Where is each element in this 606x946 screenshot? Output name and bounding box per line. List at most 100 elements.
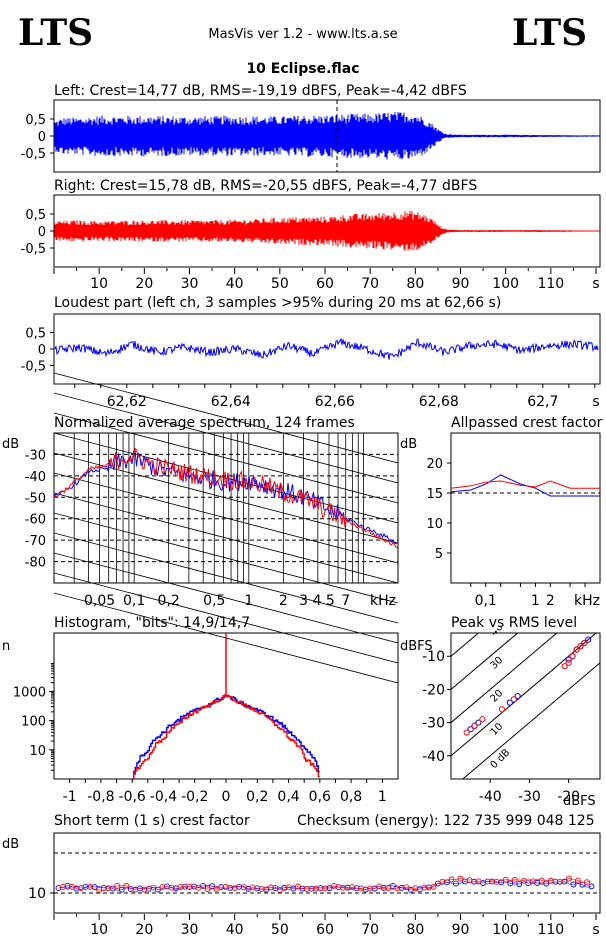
crest-point-1	[403, 884, 410, 891]
histogram-xtick-label: 0,8	[340, 789, 362, 805]
allpassed-xunit: kHz	[574, 593, 600, 609]
right-waveform-ytick-label: 0	[38, 225, 46, 240]
spectrum-xtick-label: 2	[279, 593, 288, 609]
spectrum-slope-line	[53, 512, 399, 604]
allpassed-ytick-label: 10	[426, 517, 443, 532]
crest-point-1	[484, 878, 491, 885]
time-axis-bottom-tick-label: 10	[90, 922, 108, 938]
histogram-xtick-label: -0,4	[150, 789, 177, 805]
crest-point-1	[538, 877, 545, 884]
histogram-series-0	[132, 694, 320, 780]
file-title: 10 Eclipse.flac	[246, 61, 359, 77]
spectrum-xunit: kHz	[370, 593, 396, 609]
crest-point-0	[570, 881, 577, 888]
crest-point-1	[114, 883, 121, 889]
spectrum-ytick-label: -40	[25, 470, 46, 485]
loudest-xtick-label: 62,62	[107, 394, 147, 410]
allpassed-ytick-label: 15	[426, 487, 443, 502]
peak-point-0	[565, 656, 572, 663]
peak-ytick-label: -20	[422, 682, 445, 698]
loudest-xtick-label: 62,66	[315, 394, 355, 410]
histogram-xtick-label: -0,6	[119, 789, 146, 805]
crest-point-1	[394, 885, 401, 892]
logo-left: LTS	[18, 12, 93, 54]
crest-point-1	[195, 884, 202, 891]
allpassed-crest-title: Allpassed crest factor	[451, 415, 603, 431]
time-axis-top-tick-label: 90	[452, 276, 470, 292]
time-axis-top-tick-label: 110	[537, 276, 564, 292]
crest-point-1	[358, 885, 365, 892]
crest-point-1	[105, 885, 112, 892]
peak-point-1	[479, 716, 486, 723]
crest-point-1	[123, 882, 130, 889]
loudest-part-signal	[54, 337, 599, 360]
crest-point-0	[344, 884, 351, 891]
histogram-xtick-label: -0,8	[87, 789, 114, 805]
peak-crest-diagonal	[461, 662, 600, 779]
peak-vs-rms-frame	[450, 632, 601, 780]
time-axis-top-tick-label: 100	[492, 276, 519, 292]
crest-point-1	[520, 877, 527, 884]
crest-point-0	[588, 883, 595, 890]
left-waveform-ytick-label: 0,5	[25, 113, 46, 128]
peak-crest-diagonal	[451, 633, 480, 657]
peak-diagonal-label: 30	[489, 655, 506, 672]
time-axis-bottom-tick-label: 100	[492, 922, 519, 938]
loudest-ytick-label: -0,5	[21, 360, 46, 375]
histogram-ytick-label: 10	[29, 744, 46, 759]
time-axis-top-tick-label: 80	[406, 276, 424, 292]
spectrum-slope-line	[53, 412, 399, 504]
peak-diagonal-label: 10	[489, 721, 506, 738]
peak-point-0	[506, 699, 513, 706]
time-axis-bottom-tick-label: 30	[181, 922, 199, 938]
histogram-ylabel: n	[2, 639, 10, 654]
spectrum-slope-line	[53, 572, 399, 664]
histogram-ytick-label: 1000	[13, 685, 46, 700]
spectrum-slope-line	[53, 552, 399, 644]
peak-point-1	[471, 722, 478, 730]
peak-point-1	[565, 659, 572, 666]
spectrum-slope-line	[53, 392, 399, 484]
crest-point-1	[457, 875, 464, 882]
time-axis-top-tick-label: 10	[90, 276, 108, 292]
peak-point-1	[581, 639, 588, 647]
peak-point-1	[569, 653, 576, 660]
time-axis-bottom-tick-label: 90	[452, 922, 470, 938]
left-waveform-ytick-label: 0	[38, 130, 46, 145]
time-axis-top-tick-label: 40	[226, 276, 244, 292]
peak-crest-diagonal	[451, 633, 597, 757]
spectrum-slope-line	[53, 372, 399, 464]
crest-point-1	[96, 886, 103, 893]
allpassed-frame	[450, 432, 601, 584]
loudest-xunit: s	[592, 394, 599, 410]
crest-point-1	[69, 883, 76, 890]
spectrum-xtick-label: 0,2	[158, 593, 180, 609]
peak-point-1	[561, 663, 568, 670]
allpassed-series-1	[450, 480, 600, 489]
peak-point-0	[467, 726, 474, 733]
crest-point-0	[489, 878, 496, 885]
peak-point-1	[573, 646, 580, 653]
spectrum-ytick-label: -60	[25, 513, 46, 528]
loudest-xtick-label: 62,68	[419, 394, 459, 410]
allpassed-ylabel: dB	[400, 437, 417, 452]
peak-xtick-label: -20	[557, 789, 580, 805]
peak-point-0	[585, 636, 592, 643]
histogram-ytick-label: 100	[21, 715, 46, 730]
crest-point-1	[303, 885, 310, 892]
peak-ylabel: dBFS	[400, 639, 433, 654]
peak-point-0	[475, 719, 482, 726]
histogram-xtick-label: -1	[63, 789, 77, 805]
spectrum-ytick-label: -80	[25, 556, 46, 571]
time-axis-bottom-tick-label: 110	[537, 922, 564, 938]
time-axis-top-tick-label: 20	[135, 276, 153, 292]
crest-point-1	[267, 884, 274, 891]
short-term-crest-title: Short term (1 s) crest factor	[54, 813, 250, 829]
right-waveform-title: Right: Crest=15,78 dB, RMS=-20,55 dBFS, …	[54, 178, 477, 194]
peak-ytick-label: -10	[422, 649, 445, 665]
spectrum-xtick-label: 0,1	[123, 593, 145, 609]
spectrum-xtick-label: 7	[341, 593, 350, 609]
app-title: MasVis ver 1.2 - www.lts.a.se	[208, 27, 397, 42]
crest-point-1	[430, 883, 437, 890]
